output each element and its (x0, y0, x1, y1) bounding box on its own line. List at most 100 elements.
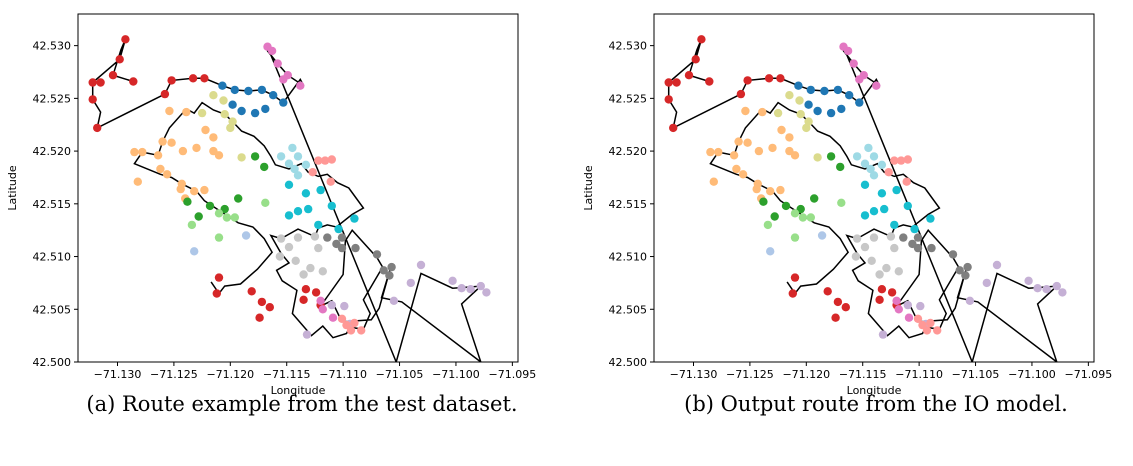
x-tick-label: −71.110 (895, 368, 943, 381)
stop-point (867, 256, 876, 265)
stop-point (293, 171, 303, 180)
stop-point (833, 85, 843, 95)
stop-point (269, 91, 278, 100)
stop-point (948, 250, 958, 259)
stop-point (777, 125, 786, 135)
caption-b: (b) Output route from the IO model. (684, 392, 1068, 416)
stop-point (327, 201, 336, 211)
stop-point (798, 213, 808, 222)
stop-point (855, 75, 864, 84)
stop-point (841, 303, 850, 312)
stop-point (156, 164, 165, 174)
stop-point (860, 242, 870, 252)
stop-point (351, 243, 360, 253)
stop-point (237, 106, 246, 116)
stop-point (327, 300, 336, 310)
stop-point (476, 281, 485, 291)
plot-frame (77, 13, 519, 363)
stop-point (167, 138, 176, 147)
stop-point (709, 177, 718, 186)
stop-point (340, 301, 349, 311)
stop-point (385, 271, 394, 280)
stop-point (913, 243, 923, 253)
stop-point (882, 263, 891, 273)
stop-point (320, 156, 330, 165)
stop-point (785, 133, 794, 142)
stop-point (293, 152, 303, 161)
stop-point (187, 220, 197, 230)
stop-point (877, 285, 887, 294)
stop-point (301, 189, 311, 198)
stop-point (265, 303, 274, 312)
stop-point (852, 152, 862, 161)
stop-point (250, 152, 260, 161)
stop-point (209, 91, 218, 100)
stop-point (133, 177, 142, 186)
x-tick-label: −71.095 (1064, 368, 1112, 381)
stop-point (337, 233, 347, 242)
stop-point (869, 207, 879, 216)
stop-point (880, 204, 889, 214)
stop-point (796, 110, 805, 119)
stop-point (314, 156, 323, 165)
stop-point (894, 305, 903, 314)
stop-point (201, 125, 210, 135)
stop-point (323, 233, 332, 242)
stop-point (482, 288, 491, 297)
stop-point (222, 213, 232, 222)
stop-point (314, 220, 323, 230)
stop-point (833, 297, 843, 307)
stop-point (183, 197, 192, 206)
x-tick-label: −71.125 (726, 368, 774, 381)
stop-point (910, 224, 919, 234)
stop-point (293, 233, 303, 242)
stop-point (306, 263, 315, 273)
stop-point (982, 278, 991, 288)
stop-point (1058, 288, 1067, 297)
stop-point (878, 330, 888, 339)
stop-point (903, 155, 912, 164)
stop-point (758, 107, 767, 117)
stop-point (913, 233, 923, 242)
stop-point (304, 204, 313, 214)
stop-point (899, 233, 908, 242)
stop-point (810, 194, 819, 203)
stop-point (416, 260, 426, 270)
stop-point (284, 159, 294, 168)
x-tick-label: −71.130 (670, 368, 718, 381)
stop-point (162, 170, 172, 179)
stop-point (214, 273, 224, 282)
stop-point (230, 85, 239, 95)
stop-point (1033, 284, 1042, 293)
stop-point (851, 252, 861, 261)
stop-point (927, 243, 936, 253)
stop-point (318, 267, 327, 276)
stop-point (664, 95, 673, 104)
stop-point (387, 262, 396, 272)
stop-point (877, 189, 887, 198)
stop-point (372, 250, 382, 259)
stop-point (743, 76, 752, 85)
stop-point (121, 35, 130, 44)
stop-point (357, 326, 366, 335)
stop-point (817, 231, 827, 240)
stop-point (293, 207, 303, 216)
y-tick-label: 42.525 (33, 92, 72, 105)
plot-frame (653, 13, 1095, 363)
plot-area (88, 35, 491, 362)
stop-point (406, 278, 415, 288)
x-axis-label: Longitude (847, 384, 902, 397)
stop-point (158, 137, 167, 146)
stop-point (866, 164, 875, 174)
stop-point (664, 78, 673, 87)
stop-point (768, 143, 777, 153)
stop-point (890, 243, 899, 253)
stop-point (226, 123, 235, 133)
stop-point (691, 55, 700, 64)
stop-point (741, 106, 750, 116)
stop-point (291, 256, 300, 265)
stop-point (826, 152, 836, 161)
stop-point (108, 71, 118, 80)
stop-point (806, 85, 815, 95)
